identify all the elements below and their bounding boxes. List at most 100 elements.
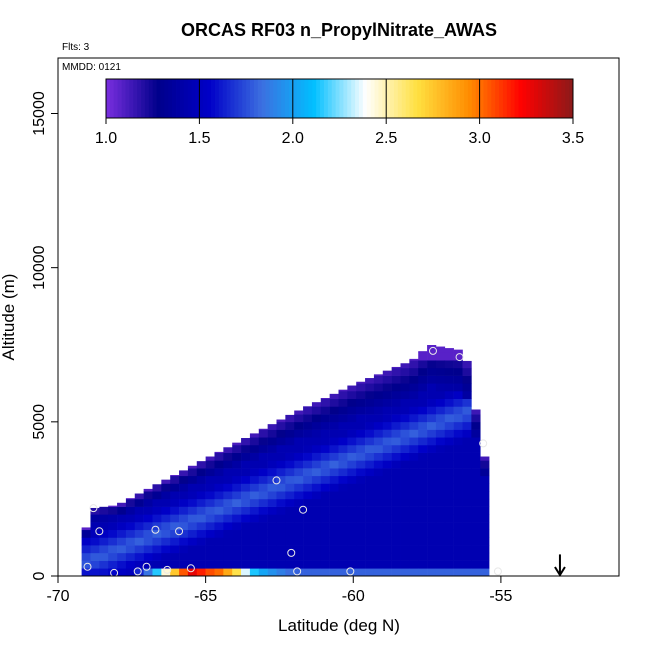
heatmap-cell — [152, 560, 162, 569]
heatmap-cell — [427, 498, 437, 507]
colorbar-segment — [141, 79, 146, 118]
heatmap-cell — [90, 560, 100, 569]
heatmap-cell — [311, 421, 322, 430]
heatmap-cell — [373, 506, 384, 515]
heatmap-cell — [471, 552, 481, 561]
colorbar-segment — [304, 79, 309, 118]
heatmap-cell — [427, 352, 437, 361]
heatmap-cell — [391, 367, 401, 376]
heatmap-cell — [223, 506, 233, 515]
heatmap-cell — [276, 444, 286, 453]
heatmap-cell — [400, 452, 410, 461]
heatmap-cell — [382, 545, 392, 554]
heatmap-cell — [365, 468, 375, 477]
heatmap-cell — [400, 437, 410, 446]
heatmap-cell — [258, 506, 268, 515]
heatmap-cell — [391, 560, 401, 569]
heatmap-cell — [356, 444, 366, 453]
heatmap-cell — [170, 475, 180, 477]
heatmap-cell — [400, 414, 410, 423]
heatmap-cell — [400, 491, 410, 500]
heatmap-cell — [214, 491, 224, 500]
colorbar-segment — [183, 79, 189, 118]
heatmap-cell — [347, 522, 357, 531]
heatmap-cell — [365, 391, 375, 400]
x-tick-label: -70 — [46, 588, 69, 605]
heatmap-cell — [480, 498, 490, 507]
heatmap-cell — [99, 537, 109, 546]
heatmap-cell — [152, 484, 162, 492]
heatmap-cell — [161, 483, 171, 492]
heatmap-cell — [303, 483, 313, 492]
heatmap-cell — [373, 560, 384, 569]
colorbar-segment — [545, 79, 551, 118]
heatmap-cell — [241, 483, 251, 492]
heatmap-cell — [382, 460, 392, 469]
heatmap-cell — [152, 506, 162, 515]
colorbar-segment — [413, 79, 418, 118]
heatmap-cell — [382, 444, 392, 453]
heatmap-cell — [427, 367, 437, 376]
heatmap-cell — [480, 483, 490, 492]
heatmap-cell — [373, 421, 384, 430]
heatmap-cell — [170, 529, 180, 538]
heatmap-cell — [170, 506, 180, 515]
heatmap-cell — [418, 491, 428, 500]
heatmap-cell — [365, 378, 375, 384]
heatmap-cell — [267, 537, 277, 546]
colorbar-segment — [327, 79, 333, 118]
colorbar-segment — [281, 79, 286, 118]
heatmap-cell — [347, 475, 357, 484]
colorbar-segment — [499, 79, 504, 118]
heatmap-cell — [152, 552, 162, 561]
heatmap-cell — [435, 483, 446, 492]
heatmap-cell — [214, 537, 224, 546]
heatmap-cell — [196, 545, 206, 554]
heatmap-cell — [382, 529, 392, 538]
colorbar-segment — [355, 79, 360, 118]
colorbar-segment — [390, 79, 395, 118]
heatmap-cell — [409, 514, 419, 523]
heatmap-cell — [285, 429, 295, 438]
heatmap-cell — [382, 437, 392, 446]
heatmap-cell — [187, 506, 198, 515]
heatmap-cell — [382, 491, 392, 500]
heatmap-cell — [391, 398, 401, 407]
heatmap-cell — [294, 491, 304, 500]
heatmap-cell — [391, 375, 401, 384]
heatmap-cell — [311, 444, 322, 453]
heatmap-cell — [232, 568, 242, 577]
heatmap-cell — [214, 506, 224, 515]
heatmap-cell — [196, 461, 206, 469]
colorbar-segment — [339, 79, 344, 118]
heatmap-cell — [241, 560, 251, 569]
heatmap-cell — [462, 529, 472, 538]
heatmap-cell — [453, 560, 463, 569]
heatmap-cell — [258, 491, 268, 500]
heatmap-cell — [311, 460, 322, 469]
colorbar-segment — [199, 79, 204, 118]
heatmap-cell — [320, 414, 330, 423]
heatmap-cell — [471, 506, 481, 515]
heatmap-cell — [427, 460, 437, 469]
heatmap-cell — [338, 406, 348, 415]
heatmap-cell — [347, 545, 357, 554]
heatmap-cell — [365, 506, 375, 515]
heatmap-cell — [409, 414, 419, 423]
colorbar-segment — [273, 79, 278, 118]
heatmap-cell — [391, 568, 401, 577]
heatmap-cell — [418, 383, 428, 392]
heatmap-cell — [179, 470, 189, 477]
colorbar-segment — [417, 79, 422, 118]
heatmap-cell — [435, 552, 446, 561]
colorbar-segment — [549, 79, 554, 118]
heatmap-cell — [179, 568, 189, 577]
heatmap-cell — [418, 568, 428, 577]
heatmap-cell — [205, 560, 215, 569]
heatmap-cell — [170, 522, 180, 531]
heatmap-cell — [373, 568, 384, 577]
heatmap-cell — [205, 522, 215, 531]
heatmap-cell — [294, 552, 304, 561]
heatmap-cell — [232, 498, 242, 507]
heatmap-cell — [462, 475, 472, 484]
